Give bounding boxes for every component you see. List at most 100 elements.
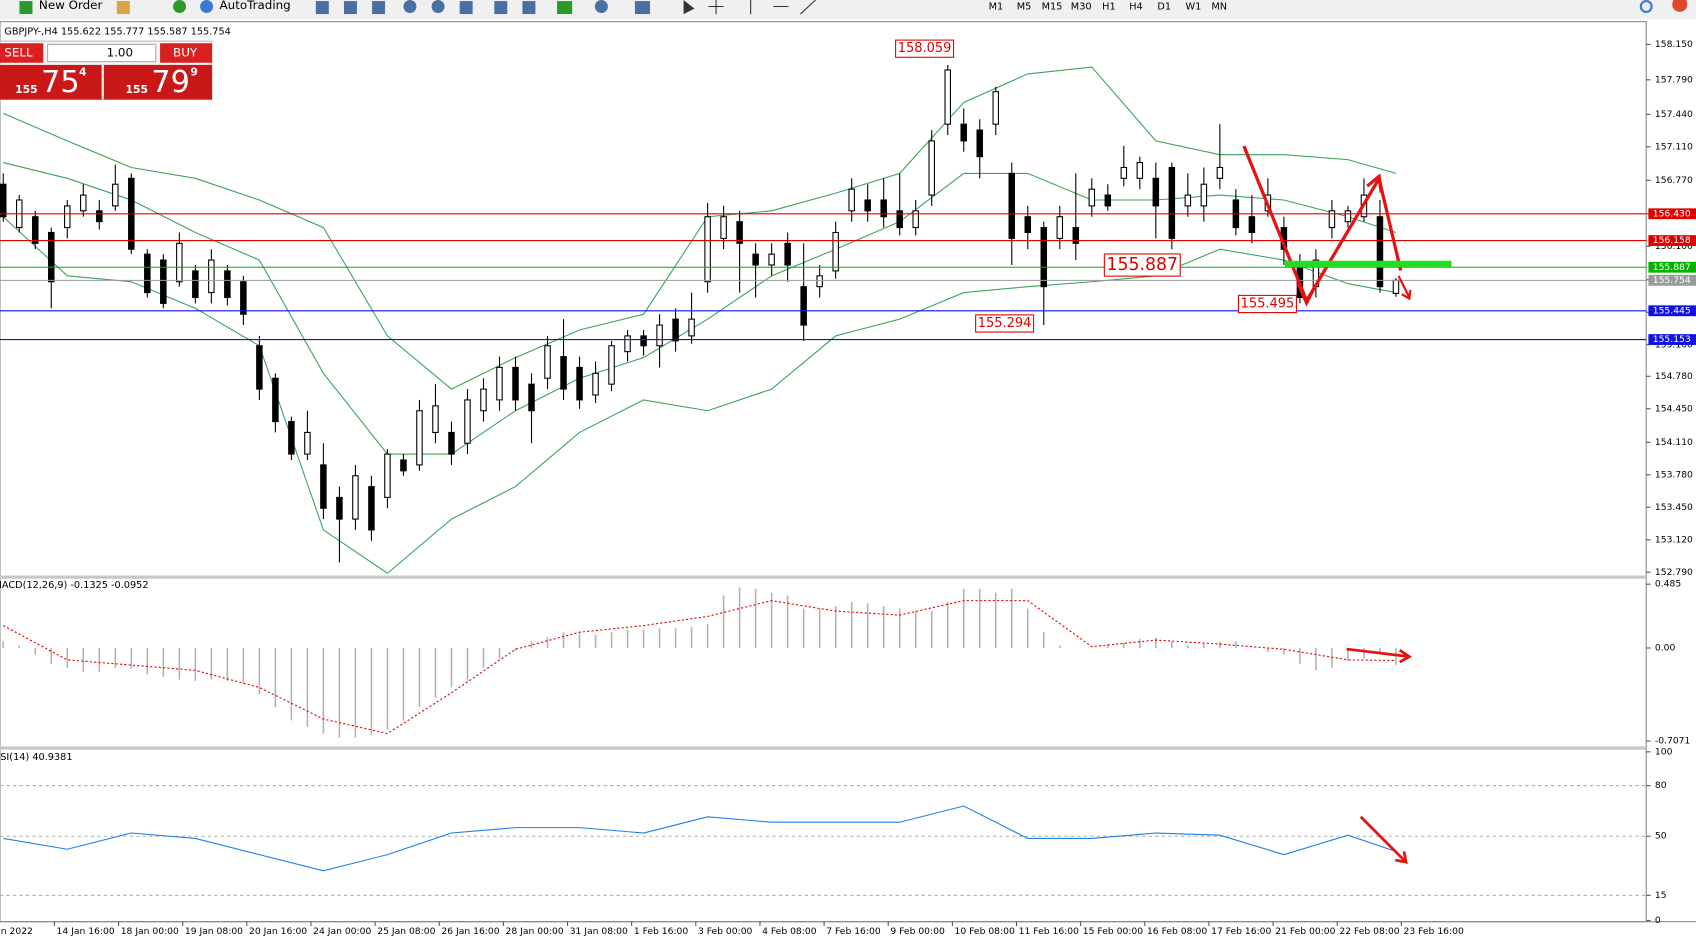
price-annotation: 155.294 [978, 316, 1032, 331]
x-tick-label: 7 Feb 16:00 [826, 926, 881, 937]
sell-sup: 4 [79, 65, 87, 78]
candle-body [560, 356, 567, 390]
y-tick-label: 157.110 [1655, 141, 1693, 152]
candle-body [208, 259, 215, 294]
macd-title: MACD(12,26,9) -0.1325 -0.0952 [0, 580, 149, 591]
candle-body [1152, 177, 1160, 207]
timeframe[interactable]: H4 [1129, 1, 1142, 12]
candle-body [432, 405, 439, 433]
candle-body [832, 231, 839, 272]
new-order[interactable]: New Order [39, 0, 103, 12]
candle-body [800, 286, 807, 326]
y-tick-label: 154.110 [1655, 437, 1693, 448]
tool-icon[interactable] [708, 0, 816, 15]
buy-button[interactable] [160, 43, 212, 63]
tool-icon[interactable] [315, 1, 329, 15]
tool-icon[interactable] [343, 1, 357, 15]
candle-body [1376, 216, 1384, 288]
sell-label[interactable]: SELL [4, 46, 33, 60]
drawn-arrow [1242, 145, 1403, 305]
x-tick-label: 18 Jan 00:00 [121, 926, 179, 937]
y-tick-label: 0.485 [1655, 579, 1681, 590]
candle-body [976, 129, 983, 158]
tool-icon[interactable] [683, 0, 695, 15]
candle-body [848, 188, 855, 212]
annotation-box [975, 314, 1035, 333]
tool-icon[interactable] [459, 1, 473, 15]
candle-body [512, 366, 519, 401]
candle-body [1392, 279, 1400, 294]
candle-body [144, 253, 151, 294]
candle-body [752, 253, 759, 266]
timeframe[interactable]: D1 [1157, 1, 1171, 12]
buy-main: 79 [151, 65, 190, 100]
x-tick-label: 17 Feb 16:00 [1211, 926, 1271, 937]
candle-body [896, 210, 903, 229]
annotation-box [895, 39, 955, 58]
y-tick-label: 154.450 [1655, 403, 1693, 414]
candle-body [80, 194, 87, 212]
notification-icon[interactable] [1672, 0, 1688, 12]
x-tick-label: 21 Feb 00:00 [1275, 926, 1335, 937]
y-tick-label: -0.7071 [1655, 736, 1690, 747]
panel-separator [0, 746, 1647, 750]
x-tick-label: 31 Jan 08:00 [570, 926, 628, 937]
tool-icon[interactable] [173, 0, 187, 13]
candle-body [224, 270, 231, 299]
x-tick-label: 25 Jan 08:00 [377, 926, 435, 937]
candle-body [32, 216, 39, 244]
candle-body [320, 464, 327, 509]
autotrading-icon[interactable] [200, 0, 214, 13]
candle-body [784, 242, 791, 266]
timeframe[interactable]: M1 [989, 1, 1004, 12]
tool-icon[interactable] [372, 1, 386, 15]
annotation-box [1103, 253, 1181, 277]
tool-icon[interactable] [403, 0, 417, 13]
new-order-icon[interactable] [19, 1, 33, 15]
lot-input[interactable] [47, 43, 157, 63]
buy-label[interactable]: BUY [173, 46, 198, 60]
level-label: 155.754 [1653, 275, 1691, 286]
candle-body [272, 377, 279, 423]
tool-icon[interactable] [594, 0, 608, 13]
tool-icon[interactable] [116, 1, 130, 15]
candle-body [1056, 216, 1064, 239]
candle-body [1072, 227, 1080, 244]
timeframe[interactable]: MN [1211, 1, 1227, 12]
price-annotation: 155.887 [1107, 255, 1179, 275]
tool-icon[interactable] [431, 0, 445, 13]
timeframe[interactable]: M30 [1071, 1, 1092, 12]
x-tick-label: 26 Jan 16:00 [441, 926, 499, 937]
drawn-arrow [1359, 815, 1408, 864]
candle-body [1328, 210, 1336, 229]
tool-icon[interactable] [494, 1, 508, 15]
timeframe[interactable]: W1 [1185, 1, 1201, 12]
tool-icon[interactable] [522, 1, 536, 15]
sell-price-box[interactable] [0, 64, 102, 100]
candle-body [336, 496, 343, 520]
y-tick-label: 80 [1655, 780, 1667, 791]
lot-value[interactable]: 1.00 [107, 46, 133, 60]
y-tick-label: 156.100 [1655, 241, 1693, 252]
search-icon[interactable] [1639, 0, 1653, 13]
candle-body [368, 486, 375, 531]
candle-body [496, 366, 503, 401]
band-middle [3, 162, 1397, 455]
candle-body [528, 383, 535, 412]
buy-price-box[interactable] [103, 64, 212, 100]
candle-body [672, 318, 679, 342]
candle-body [256, 345, 263, 390]
y-tick-label: 157.440 [1655, 109, 1693, 120]
timeframe[interactable]: M15 [1042, 1, 1063, 12]
tool-icon[interactable] [634, 1, 651, 15]
auto-trading[interactable]: AutoTrading [220, 0, 291, 12]
sell-button[interactable] [0, 43, 44, 63]
timeframe[interactable]: M5 [1017, 1, 1032, 12]
tool-icon[interactable] [557, 1, 573, 15]
timeframe[interactable]: H1 [1102, 1, 1115, 12]
candle-body [1168, 166, 1176, 239]
x-tick-label: 19 Jan 08:00 [185, 926, 243, 937]
candle-body [352, 475, 359, 520]
drawn-arrow [1397, 275, 1412, 301]
